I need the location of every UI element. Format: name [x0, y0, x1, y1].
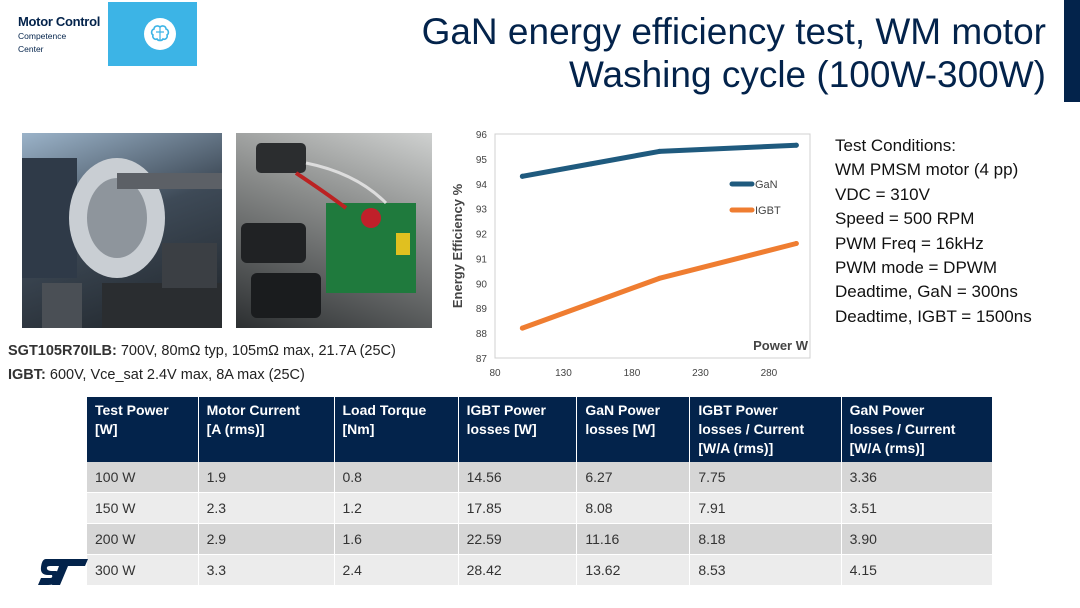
data-point-igbt — [588, 300, 594, 306]
cell: 11.16 — [576, 523, 691, 555]
cell: 8.08 — [576, 492, 691, 524]
cell: 8.53 — [689, 554, 842, 586]
y-tick-label: 93 — [476, 205, 488, 216]
efficiency-chart: 87 88 89 90 91 92 93 94 95 96 80 130 180 230 280 Energy… — [440, 122, 820, 384]
table-row: 150 W 2.3 1.2 17.85 8.08 7.91 3.51 — [87, 492, 994, 524]
data-point-igbt — [656, 275, 662, 281]
cell: 13.62 — [576, 554, 691, 586]
igbt-spec-label: IGBT: — [8, 367, 46, 383]
cell: 100 W — [87, 462, 199, 493]
series-line-gan — [519, 142, 799, 179]
cell: 2.3 — [198, 492, 335, 524]
mcc-logo: Motor Control Competence Center — [10, 2, 197, 66]
data-point-gan — [588, 161, 594, 167]
plot-area — [494, 133, 811, 359]
x-tick-label: 80 — [489, 368, 501, 379]
header-test-power: Test Power [W] — [87, 397, 199, 462]
x-tick-label: 180 — [624, 368, 641, 379]
cell: 3.3 — [198, 554, 335, 586]
cell: 4.15 — [841, 554, 994, 586]
gan-device-spec: SGT105R70ILB: 700V, 80mΩ typ, 105mΩ max,… — [8, 343, 396, 359]
series-line-igbt — [519, 241, 799, 331]
y-tick-label: 89 — [476, 304, 488, 315]
cell: 300 W — [87, 554, 199, 586]
title-line-1: GaN energy efficiency test, WM motor — [421, 11, 1046, 52]
legend-label-gan: GaN — [755, 179, 778, 191]
logo-sub-1: Competence — [18, 31, 67, 41]
table-row: 300 W 3.3 2.4 28.42 13.62 8.53 4.15 — [87, 554, 994, 586]
test-conditions: Test Conditions: WM PMSM motor (4 pp) VD… — [835, 134, 1032, 329]
cell: 8.18 — [689, 523, 842, 555]
data-point-igbt — [519, 325, 525, 331]
title-accent-bar — [1064, 0, 1080, 102]
x-axis-label: Power W — [753, 338, 809, 353]
table-header-row: Test Power [W] Motor Current [A (rms)] Loa… — [87, 397, 994, 462]
st-logo — [38, 557, 90, 587]
title-line-2: Washing cycle (100W-300W) — [568, 54, 1046, 95]
cell: 6.27 — [576, 462, 691, 493]
header-motor-current: Motor Current [A (rms)] — [198, 397, 335, 462]
cell: 7.75 — [689, 462, 842, 493]
header-igbt-losses: IGBT Power losses [W] — [458, 397, 578, 462]
cell: 1.9 — [198, 462, 335, 493]
header-igbt-losses-per-current: IGBT Power losses / Current [W/A (rms)] — [689, 397, 842, 462]
igbt-device-spec: IGBT: 600V, Vce_sat 2.4V max, 8A max (25… — [8, 367, 305, 383]
table-row: 100 W 1.9 0.8 14.56 6.27 7.75 3.36 — [87, 462, 994, 493]
data-point-gan — [519, 173, 525, 179]
inverter-board-photo — [236, 133, 432, 328]
x-tick-label: 280 — [761, 368, 778, 379]
cell: 28.42 — [458, 554, 578, 586]
cell: 1.6 — [334, 523, 459, 555]
data-point-gan — [793, 142, 799, 148]
condition-deadtime-gan: Deadtime, GaN = 300ns — [835, 282, 1018, 302]
logo-sub-2: Center — [18, 44, 44, 54]
data-point-gan — [656, 148, 662, 154]
data-point-igbt — [793, 241, 799, 247]
y-tick-label: 91 — [476, 254, 488, 265]
x-tick-label: 130 — [555, 368, 572, 379]
condition-pwm-freq: PWM Freq = 16kHz — [835, 233, 984, 253]
y-axis-label: Energy Efficiency % — [450, 183, 465, 308]
y-tick-label: 87 — [476, 354, 488, 365]
cell: 3.90 — [841, 523, 994, 555]
legend-label-igbt: IGBT — [755, 205, 781, 217]
cell: 2.9 — [198, 523, 335, 555]
cell: 14.56 — [458, 462, 578, 493]
cell: 3.36 — [841, 462, 994, 493]
gan-spec-label: SGT105R70ILB: — [8, 343, 117, 359]
header-gan-losses-per-current: GaN Power losses / Current [W/A (rms)] — [841, 397, 994, 462]
x-tick-label: 230 — [692, 368, 709, 379]
motor-test-bench-photo — [22, 133, 222, 328]
y-tick-label: 95 — [476, 155, 488, 166]
y-tick-label: 90 — [476, 279, 488, 290]
table-row: 200 W 2.9 1.6 22.59 11.16 8.18 3.90 — [87, 523, 994, 555]
condition-speed: Speed = 500 RPM — [835, 209, 975, 229]
header-gan-losses: GaN Power losses [W] — [576, 397, 691, 462]
igbt-spec-text: 600V, Vce_sat 2.4V max, 8A max (25C) — [45, 367, 305, 383]
gan-spec-text: 700V, 80mΩ typ, 105mΩ max, 21.7A (25C) — [116, 343, 396, 359]
losses-table: Test Power [W] Motor Current [A (rms)] Loa… — [87, 397, 994, 586]
condition-deadtime-igbt: Deadtime, IGBT = 1500ns — [835, 306, 1032, 326]
cell: 17.85 — [458, 492, 578, 524]
y-tick-label: 88 — [476, 329, 488, 340]
slide-title: GaN energy efficiency test, WM motor Was… — [422, 10, 1046, 96]
header-load-torque: Load Torque [Nm] — [334, 397, 459, 462]
condition-pwm-mode: PWM mode = DPWM — [835, 258, 997, 278]
brain-icon — [144, 18, 176, 50]
cell: 3.51 — [841, 492, 994, 524]
cell: 7.91 — [689, 492, 842, 524]
logo-title: Motor Control — [18, 14, 101, 29]
condition-motor: WM PMSM motor (4 pp) — [835, 160, 1019, 180]
cell: 200 W — [87, 523, 199, 555]
cell: 150 W — [87, 492, 199, 524]
cell: 2.4 — [334, 554, 459, 586]
y-tick-label: 92 — [476, 230, 488, 241]
cell: 0.8 — [334, 462, 459, 493]
cell: 1.2 — [334, 492, 459, 524]
cell: 22.59 — [458, 523, 578, 555]
conditions-heading: Test Conditions: — [835, 136, 956, 155]
condition-vdc: VDC = 310V — [835, 184, 930, 204]
y-tick-label: 96 — [476, 130, 488, 141]
y-tick-label: 94 — [476, 180, 488, 191]
